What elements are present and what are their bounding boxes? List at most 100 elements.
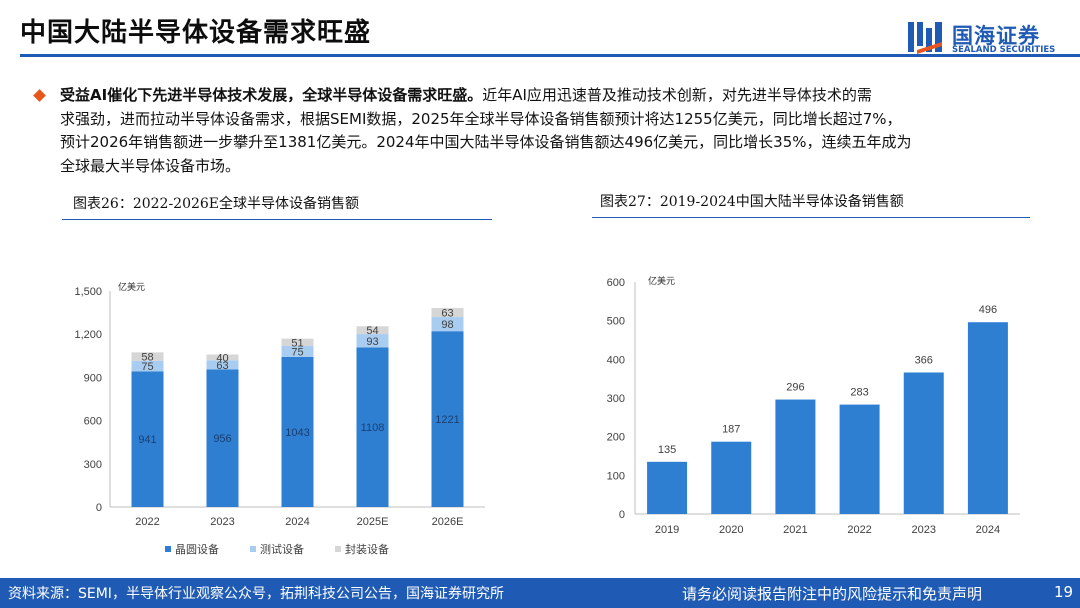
chart2-ytick-label: 500 [607,316,625,328]
chart-global-equipment-sales: 亿美元 0 300 600 900 1,200 1,500 941 75 58 2022 956 63 4… [60,278,500,572]
chart2-ytick-label: 0 [619,509,625,521]
chart1-xtick-label: 2024 [285,516,309,528]
chart2-bar [647,461,688,514]
chart1-data-label: 40 [216,352,228,364]
chart1-xtick-label: 2022 [135,516,159,528]
chart1-unit-label: 亿美元 [118,281,145,293]
chart1-ytick-label: 1,500 [74,286,102,298]
chart1-legend-label: 测试设备 [260,542,304,556]
chart1-bar-test [131,360,164,372]
source-note: 资料来源：SEMI，半导体行业观察公众号，拓荆科技公司公告，国海证券研究所 [8,586,504,602]
chart1-legend-swatch [165,546,171,552]
chart2-data-label: 496 [979,304,997,316]
chart1-data-label: 98 [441,319,453,331]
chart2-bar [775,399,816,514]
chart2-xtick-label: 2024 [976,524,1000,536]
chart2-ytick-label: 100 [607,470,625,482]
page-number: 19 [1054,583,1074,601]
chart1-data-label: 54 [366,325,378,337]
summary-line-2: 求强劲，进而拉动半导体设备需求，根据SEMI数据，2025年全球半导体设备销售额… [60,109,902,128]
chart1-bar-wafer [356,347,389,507]
chart2-data-label: 296 [786,382,804,394]
logo-text-en: SEALAND SECURITIES [952,45,1056,55]
chart1-bar-test [281,346,314,357]
chart1-bar-packaging [431,307,464,318]
header: 中国大陆半导体设备需求旺盛 国海证券 SEALAND SECURITIES [0,0,1080,58]
chart1-data-label: 93 [366,336,378,348]
chart1-data-label: 63 [216,360,228,372]
chart2-unit-label: 亿美元 [648,275,675,287]
chart1-data-label: 956 [213,433,231,445]
figure1-caption-rule [62,219,492,220]
page-title: 中国大陆半导体设备需求旺盛 [20,18,372,48]
chart1-data-label: 51 [291,337,303,349]
chart1-bar-packaging [131,352,164,361]
chart1-bar-wafer [431,331,464,507]
chart1-bar-wafer [281,356,314,507]
chart1-ytick-label: 600 [84,416,102,428]
title-divider [20,54,1080,57]
chart1-data-label: 1043 [285,427,309,439]
figure2-caption-rule [592,217,1030,218]
chart-china-equipment-sales: 亿美元 0 100 200 300 400 500 600 135 2019 187 2020 296 2… [590,268,1030,542]
chart1-bar-test [206,360,239,370]
chart2-bar [967,322,1008,514]
chart1-svg: 亿美元03006009001,2001,50094175582022956634… [74,281,485,556]
chart1-bar-packaging [356,326,389,335]
summary-bullet: 受益AI催化下先进半导体技术发展，全球半导体设备需求旺盛。近年AI应用迅速普及推… [32,84,1062,178]
chart1-data-label: 58 [141,352,153,364]
chart2-data-label: 366 [915,354,933,366]
chart1-data-label: 75 [291,346,303,358]
bullet-diamond-icon [33,89,46,102]
chart2-bar [711,441,752,514]
chart1-ytick-label: 1,200 [74,329,102,341]
summary-line-1-rest: 近年AI应用迅速普及推动技术创新，对先进半导体技术的需 [482,86,872,104]
chart2-ytick-label: 400 [607,354,625,366]
chart1-data-label: 1108 [361,422,385,434]
chart1-data-label: 75 [141,361,153,373]
chart2-xtick-label: 2022 [847,524,871,536]
chart1-bar-packaging [281,338,314,347]
chart2-ytick-label: 200 [607,432,625,444]
summary-text: 受益AI催化下先进半导体技术发展，全球半导体设备需求旺盛。近年AI应用迅速普及推… [60,84,1062,178]
chart2-bar [903,372,944,514]
figure2-caption: 图表27：2019-2024中国大陆半导体设备销售额 [600,194,904,210]
chart1-bar-packaging [206,354,239,361]
chart1-legend-label: 晶圆设备 [175,542,219,556]
chart1-xtick-label: 2023 [210,516,234,528]
chart1-legend-swatch [250,546,256,552]
footer: 资料来源：SEMI，半导体行业观察公众号，拓荆科技公司公告，国海证券研究所 请务… [0,578,1080,608]
chart2-xtick-label: 2020 [719,524,743,536]
chart1-ytick-label: 300 [84,459,102,471]
summary-line-1: 受益AI催化下先进半导体技术发展，全球半导体设备需求旺盛。近年AI应用迅速普及推… [60,84,1062,108]
disclaimer-note: 请务必阅读报告附注中的风险提示和免责声明 [682,585,983,603]
chart1-data-label: 1221 [435,414,459,426]
chart1-xtick-label: 2026E [432,516,464,528]
chart1-ytick-label: 0 [96,502,102,514]
logo-text-cn: 国海证券 [952,24,1040,48]
summary-bold-lead: 受益AI催化下先进半导体技术发展，全球半导体设备需求旺盛。 [60,86,483,104]
chart2-ytick-label: 300 [607,393,625,405]
chart1-bar-test [356,334,389,348]
chart2-data-label: 135 [658,444,676,456]
chart1-bar-wafer [206,369,239,507]
chart2-xtick-label: 2021 [783,524,807,536]
chart1-data-label: 63 [441,308,453,320]
chart1-legend-label: 封装设备 [345,542,389,556]
summary-line-4: 全球最大半导体设备市场。 [60,156,241,175]
chart1-ytick-label: 900 [84,372,102,384]
sealand-logo-icon [908,22,942,54]
chart2-xtick-label: 2019 [655,524,679,536]
chart2-bar [839,404,880,514]
chart1-bar-test [431,317,464,332]
chart2-svg: 亿美元 0 100 200 300 400 500 600 135 2019 187 2020 296 2… [607,275,1020,536]
chart1-data-label: 941 [138,434,156,446]
summary-line-3: 预计2026年销售额进一步攀升至1381亿美元。2024年中国大陆半导体设备销售… [60,133,912,151]
figure1-caption: 图表26：2022-2026E全球半导体设备销售额 [73,196,360,212]
chart2-data-label: 283 [850,387,868,399]
chart2-xtick-label: 2023 [912,524,936,536]
chart1-legend-swatch [335,546,341,552]
chart2-ytick-label: 600 [607,277,625,289]
chart2-data-label: 187 [722,424,740,436]
brand-logo: 国海证券 SEALAND SECURITIES [908,18,1068,58]
